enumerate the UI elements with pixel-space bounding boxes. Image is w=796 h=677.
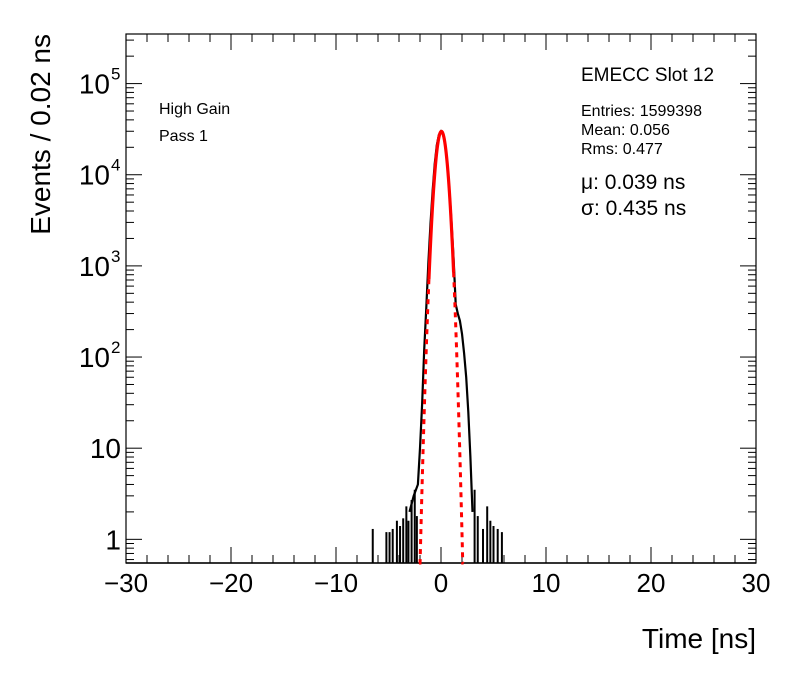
x-tick-label: 30 — [742, 568, 771, 598]
y-tick-exponent: 3 — [111, 247, 120, 266]
x-tick-label: 0 — [434, 568, 448, 598]
fit-mu-stat: μ: 0.039 ns — [581, 171, 685, 194]
fit-sigma-stat: σ: 0.435 ns — [581, 197, 686, 220]
gain-annotation: High Gain — [159, 101, 230, 118]
rms-stat: Rms: 0.477 — [581, 141, 663, 158]
fit-curve-dashed-left — [418, 279, 431, 565]
fit-curve-solid — [427, 129, 456, 280]
y-tick-label: 10 — [79, 342, 110, 373]
fit-curve-dashed-right — [452, 272, 465, 565]
y-tick-label: 10 — [90, 433, 121, 464]
x-axis-label: Time [ns] — [642, 623, 756, 654]
y-tick-exponent: 4 — [111, 156, 120, 175]
y-axis-label: Events / 0.02 ns — [25, 34, 56, 235]
x-tick-label: −20 — [209, 568, 253, 598]
x-tick-label: −10 — [314, 568, 358, 598]
pass-annotation: Pass 1 — [159, 128, 208, 145]
y-tick-label: 10 — [79, 251, 110, 282]
entries-stat: Entries: 1599398 — [581, 103, 702, 120]
y-tick-label: 10 — [79, 69, 110, 100]
x-tick-label: 20 — [637, 568, 666, 598]
x-axis-ticks — [125, 34, 757, 563]
y-tick-label: 10 — [79, 160, 110, 191]
y-tick-exponent: 5 — [111, 65, 120, 84]
gaussian-fit-series — [418, 129, 465, 565]
x-tick-label: −30 — [104, 568, 148, 598]
x-tick-label: 10 — [532, 568, 561, 598]
histogram-core — [408, 129, 474, 513]
y-axis-ticks — [126, 39, 756, 561]
mean-stat: Mean: 0.056 — [581, 122, 670, 139]
y-tick-exponent: 2 — [111, 338, 120, 357]
x-axis-tick-labels: −30 −20 −10 0 10 20 30 — [104, 568, 771, 598]
y-tick-label: 1 — [105, 524, 121, 555]
slot-annotation: EMECC Slot 12 — [581, 65, 714, 86]
